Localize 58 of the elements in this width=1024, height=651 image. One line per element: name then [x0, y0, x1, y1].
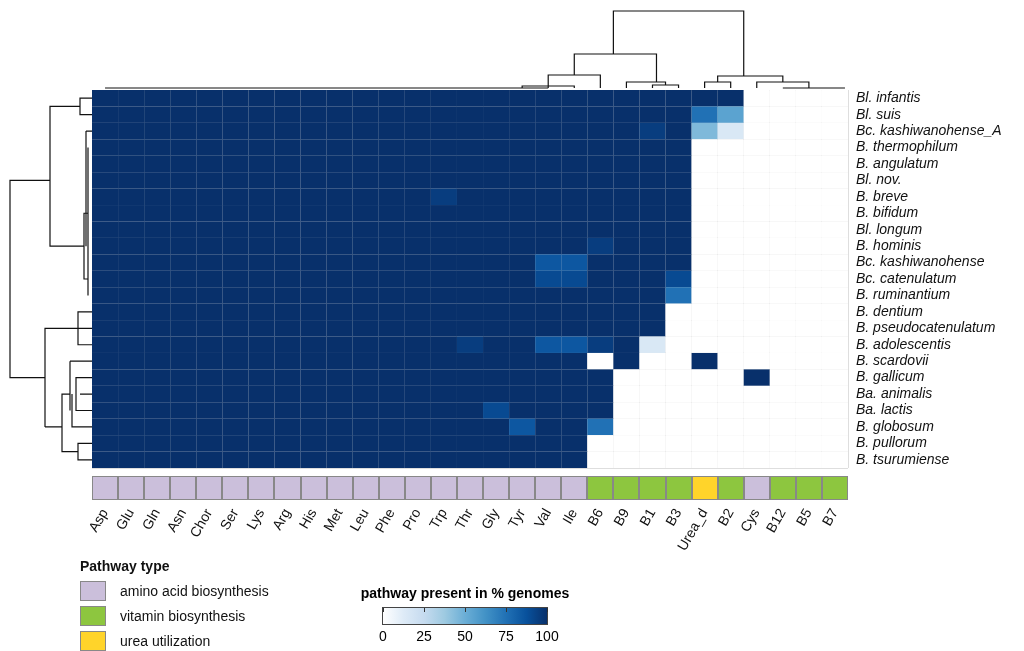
x-tick-label: Phe: [371, 505, 398, 536]
x-tick-label: His: [295, 505, 320, 532]
y-tick-label: B. breve: [856, 187, 909, 204]
y-tick-label: Bc. kashiwanohense: [856, 253, 985, 270]
x-tick-label: Asn: [163, 505, 190, 535]
y-tick-label: B. hominis: [856, 237, 922, 254]
y-tick-label: B. scardovii: [856, 352, 930, 369]
x-tick-label: Leu: [346, 505, 372, 534]
y-tick-label: Bc. catenulatum: [856, 269, 957, 286]
y-tick-label: B. thermophilum: [856, 138, 959, 155]
x-tick-label: B7: [818, 505, 842, 529]
y-tick-label: B. pseudocatenulatum: [856, 319, 996, 336]
color-bar-label: 75: [498, 628, 514, 644]
x-tick-label: Trp: [425, 505, 450, 532]
x-tick-label: Tyr: [504, 505, 529, 531]
y-tick-label: Ba. animalis: [856, 384, 933, 401]
y-tick-label: Ba. lactis: [856, 401, 913, 418]
y-tick-label: B. globosum: [856, 417, 935, 434]
x-tick-label: Gln: [138, 505, 164, 533]
legend-label: amino acid biosynthesis: [120, 582, 269, 599]
y-tick-label: Bc. kashiwanohense_A: [856, 121, 1002, 138]
y-tick-label: B. tsurumiense: [856, 450, 950, 467]
x-tick-label: Arg: [268, 505, 294, 533]
x-tick-label: Glu: [112, 505, 138, 533]
y-tick-label: B. pullorum: [856, 434, 928, 451]
x-tick-label: Ile: [558, 505, 581, 527]
color-bar-title: pathway present in % genomes: [359, 585, 571, 601]
x-tick-label: Met: [320, 505, 346, 534]
y-tick-label: B. ruminantium: [856, 286, 951, 303]
y-tick-label: B. gallicum: [856, 368, 925, 385]
legend-title: Pathway type: [80, 558, 171, 574]
x-tick-label: Cys: [736, 505, 763, 535]
x-tick-label: B2: [714, 505, 737, 529]
y-tick-label: B. angulatum: [856, 154, 939, 171]
y-tick-label: Bl. nov.: [856, 171, 902, 188]
legend-label: urea utilization: [120, 632, 211, 649]
color-bar-label: 50: [457, 628, 473, 644]
x-tick-label: B9: [609, 505, 633, 529]
x-tick-label: B6: [583, 505, 607, 529]
y-tick-label: Bl. suis: [856, 105, 902, 122]
x-tick-label: Pro: [399, 505, 424, 533]
legend-label: vitamin biosynthesis: [120, 607, 246, 624]
y-tick-label: B. bifidum: [856, 204, 919, 221]
y-tick-label: Bl. longum: [856, 220, 923, 237]
y-tick-label: B. dentium: [856, 302, 924, 319]
x-tick-label: Val: [530, 505, 555, 531]
x-tick-label: Lys: [242, 505, 268, 533]
x-tick-label: Thr: [451, 505, 477, 532]
x-tick-label: B5: [792, 505, 815, 529]
x-tick-label: Gly: [477, 505, 503, 532]
color-bar-label: 0: [379, 628, 387, 644]
y-tick-label: Bl. infantis: [856, 89, 921, 106]
color-bar-label: 100: [535, 628, 559, 644]
color-bar-label: 25: [416, 628, 432, 644]
x-tick-label: Ser: [216, 505, 242, 533]
x-tick-label: B1: [636, 505, 659, 529]
x-tick-label: Asp: [85, 505, 112, 535]
y-tick-label: B. adolescentis: [856, 335, 951, 352]
